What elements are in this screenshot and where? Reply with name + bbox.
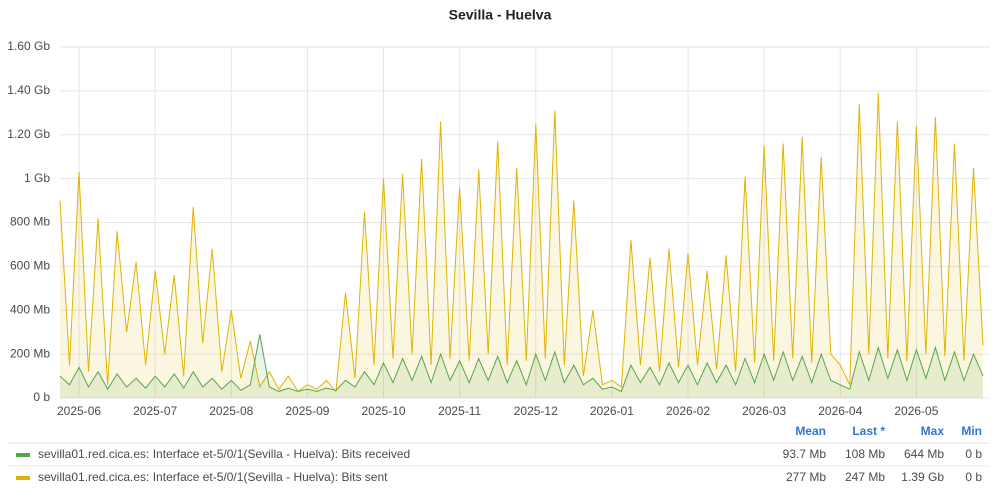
y-tick-label: 800 Mb bbox=[10, 215, 50, 229]
legend-header: Min bbox=[961, 424, 982, 438]
y-tick-label: 0 b bbox=[33, 390, 50, 404]
x-tick-label: 2025-09 bbox=[285, 404, 329, 418]
y-tick-label: 600 Mb bbox=[10, 259, 50, 273]
y-tick-label: 1.20 Gb bbox=[7, 127, 50, 141]
series-line bbox=[59, 334, 984, 393]
x-tick-label: 2026-04 bbox=[818, 404, 862, 418]
legend-stat: 93.7 Mb bbox=[783, 447, 827, 461]
x-tick-label: 2025-08 bbox=[209, 404, 253, 418]
chart-title: Sevilla - Huelva bbox=[449, 7, 552, 23]
y-tick-label: 400 Mb bbox=[10, 302, 50, 316]
legend-header: Mean bbox=[795, 424, 826, 438]
x-tick-label: 2025-11 bbox=[438, 404, 481, 418]
y-tick-label: 1 Gb bbox=[24, 171, 50, 185]
x-tick-label: 2026-03 bbox=[742, 404, 786, 418]
legend-stat: 1.39 Gb bbox=[901, 470, 944, 484]
x-tick-label: 2025-10 bbox=[362, 404, 406, 418]
y-tick-label: 200 Mb bbox=[10, 346, 50, 360]
legend-label: sevilla01.red.cica.es: Interface et-5/0/… bbox=[38, 447, 410, 461]
series-line bbox=[59, 93, 984, 393]
legend-header: Max bbox=[921, 424, 945, 438]
legend-stat: 0 b bbox=[965, 447, 982, 461]
x-tick-label: 2026-05 bbox=[894, 404, 938, 418]
legend-header: Last * bbox=[852, 424, 885, 438]
x-tick-label: 2025-06 bbox=[57, 404, 101, 418]
y-tick-label: 1.40 Gb bbox=[7, 83, 50, 97]
legend-stat: 247 Mb bbox=[845, 470, 885, 484]
series-area bbox=[60, 93, 983, 398]
legend-stat: 108 Mb bbox=[845, 447, 885, 461]
x-tick-label: 2025-12 bbox=[514, 404, 558, 418]
y-tick-label: 1.60 Gb bbox=[7, 39, 50, 53]
legend-stat: 277 Mb bbox=[786, 470, 826, 484]
legend-stat: 644 Mb bbox=[904, 447, 944, 461]
series-area bbox=[60, 334, 983, 398]
legend-stat: 0 b bbox=[965, 470, 982, 484]
legend-label: sevilla01.red.cica.es: Interface et-5/0/… bbox=[38, 470, 388, 484]
x-tick-label: 2026-01 bbox=[590, 404, 634, 418]
x-tick-label: 2025-07 bbox=[133, 404, 177, 418]
x-tick-label: 2026-02 bbox=[666, 404, 710, 418]
